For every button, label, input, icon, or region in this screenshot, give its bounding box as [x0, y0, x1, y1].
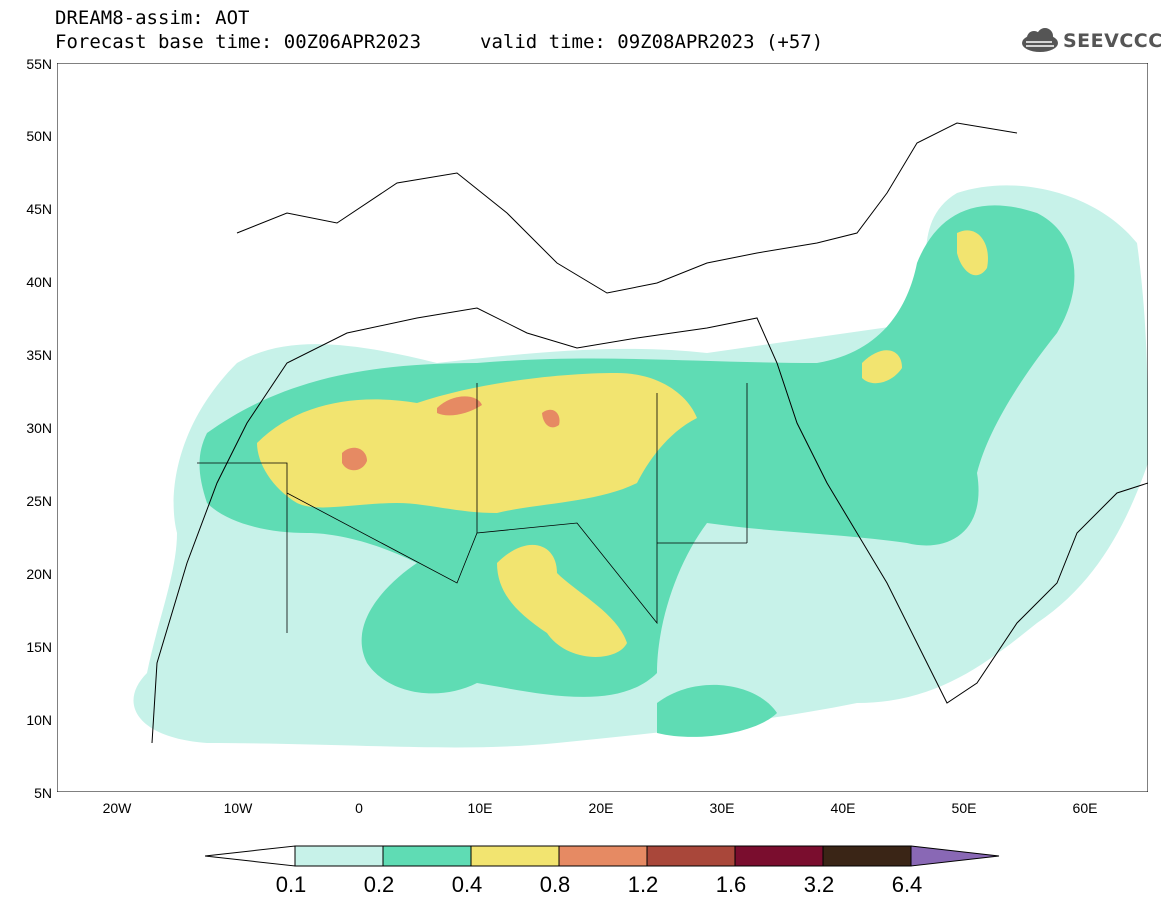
- legend-level: 0.2: [363, 872, 395, 897]
- lat-label: 40N: [26, 274, 52, 290]
- aot-region-very-high-2: [437, 396, 482, 416]
- map-title: DREAM8-assim: AOT: [55, 7, 250, 29]
- colorbar-arrow-high: [910, 845, 1000, 867]
- cloud-icon: [1022, 28, 1058, 52]
- logo-text: SEEVCCC: [1063, 30, 1163, 52]
- lat-label: 15N: [26, 639, 52, 655]
- lon-label: 10W: [223, 800, 253, 816]
- aot-map: [57, 63, 1148, 792]
- forecast-base-time: Forecast base time: 00Z06APR2023: [55, 31, 422, 53]
- aot-region-high-3: [957, 230, 988, 276]
- lat-label: 5N: [34, 785, 52, 801]
- lat-label: 30N: [26, 420, 52, 436]
- colorbar-segment: [734, 845, 824, 867]
- legend-level: 0.1: [275, 872, 307, 897]
- lon-label: 20E: [588, 800, 614, 816]
- lat-label: 35N: [26, 347, 52, 363]
- colorbar-segment: [646, 845, 736, 867]
- coastline-north: [236, 122, 1018, 294]
- colorbar: [205, 845, 1000, 867]
- aot-region-very-high-3: [542, 409, 560, 428]
- colorbar-segment: [470, 845, 560, 867]
- country-borders: [197, 383, 748, 633]
- lat-label: 45N: [26, 201, 52, 217]
- legend-level: 0.4: [451, 872, 483, 897]
- valid-time: valid time: 09Z08APR2023 (+57): [480, 31, 824, 53]
- aot-region-very-high: [342, 447, 367, 471]
- colorbar-segment: [382, 845, 472, 867]
- lon-label: 60E: [1072, 800, 1098, 816]
- lon-label: 50E: [951, 800, 977, 816]
- lat-label: 55N: [26, 56, 52, 72]
- lat-label: 20N: [26, 566, 52, 582]
- lon-label: 40E: [830, 800, 856, 816]
- coastline: [151, 307, 1148, 744]
- lat-label: 25N: [26, 493, 52, 509]
- legend-level: 1.6: [715, 872, 747, 897]
- aot-region-medium-2: [657, 684, 777, 737]
- colorbar-segment: [294, 845, 384, 867]
- aot-region-high-4: [862, 350, 902, 384]
- lon-label: 0: [355, 800, 363, 816]
- lat-label: 50N: [26, 128, 52, 144]
- legend-level: 3.2: [803, 872, 835, 897]
- lon-label: 10E: [467, 800, 493, 816]
- legend-level: 1.2: [627, 872, 659, 897]
- lon-label: 30E: [709, 800, 735, 816]
- legend-level: 6.4: [891, 872, 923, 897]
- colorbar-segment: [558, 845, 648, 867]
- legend-level: 0.8: [539, 872, 571, 897]
- colorbar-arrow-low: [205, 845, 296, 867]
- colorbar-segment: [822, 845, 912, 867]
- lat-label: 10N: [26, 712, 52, 728]
- aot-region-high-2: [497, 544, 627, 657]
- lon-label: 20W: [102, 800, 132, 816]
